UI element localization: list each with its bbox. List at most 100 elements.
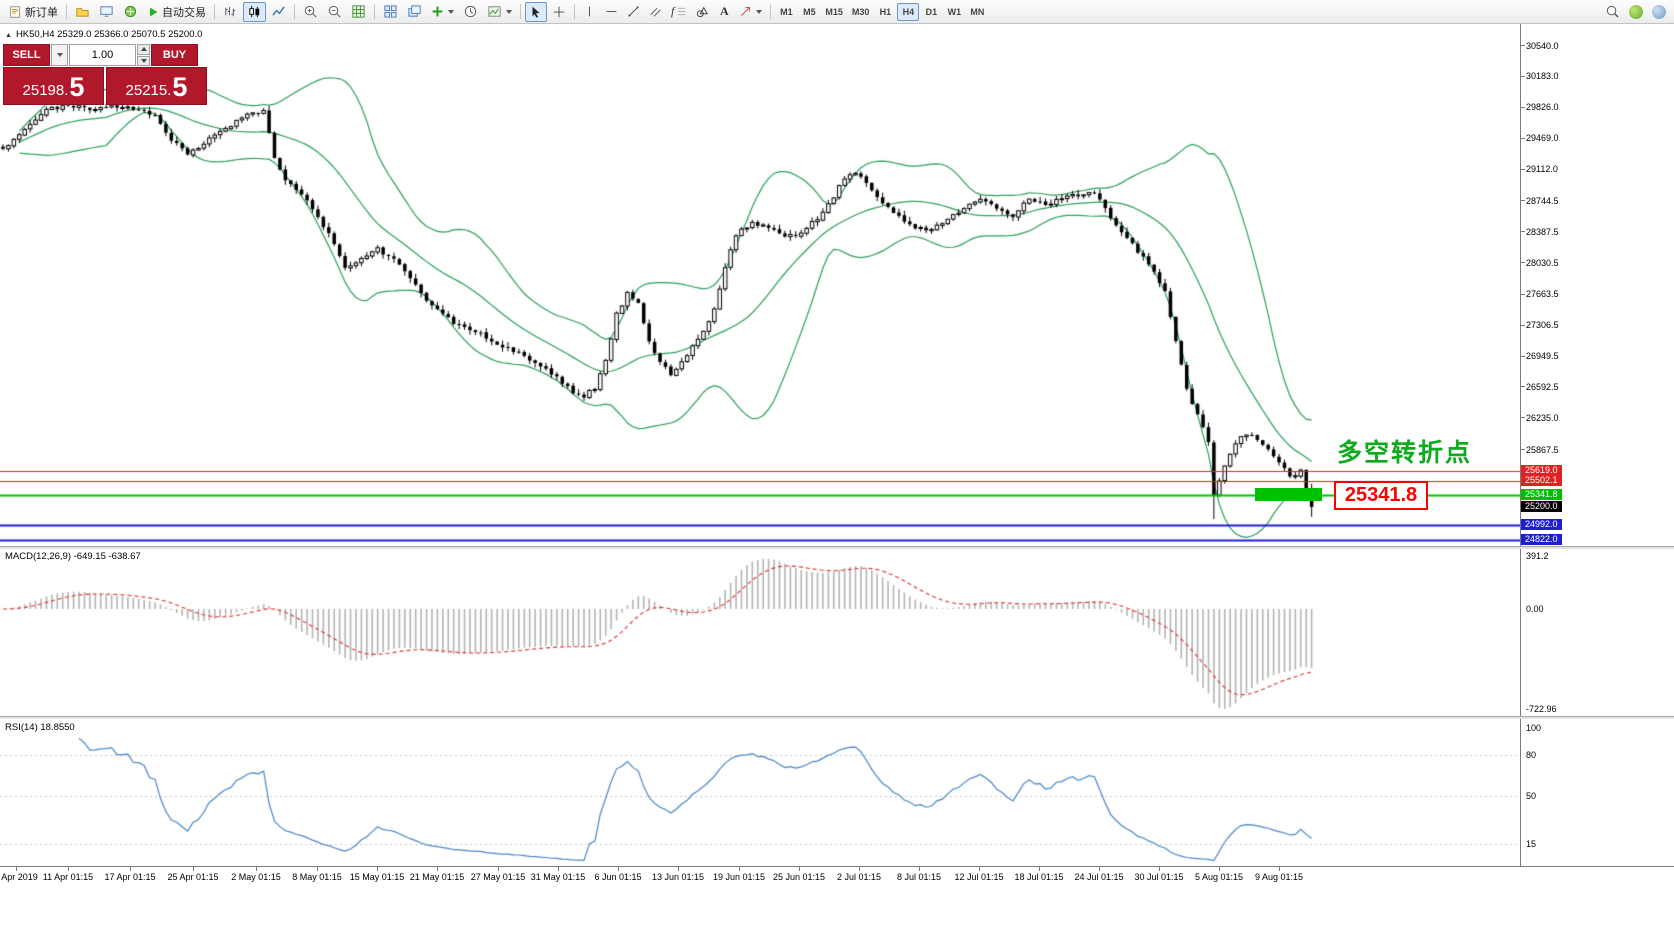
vertical-line-tool-button[interactable] [579, 2, 600, 22]
price-scale[interactable]: 30540.0 30183.0 29826.0 29469.0 29112.0 28744… [1520, 24, 1674, 866]
timeframe-h1-button[interactable]: H1 [874, 3, 896, 21]
price-level-tag: 24822.0 [1521, 534, 1562, 546]
plus-icon [432, 6, 443, 17]
sell-price-big-digit: 5 [69, 72, 85, 102]
timeframe-m15-button[interactable]: M15 [821, 3, 847, 21]
rsi-scale-label: 100 [1526, 723, 1542, 733]
volume-dropdown-button[interactable] [51, 44, 68, 66]
cascade-windows-icon [408, 5, 421, 17]
channel-tool-button[interactable] [645, 2, 666, 22]
candlestick-mode-button[interactable] [243, 1, 266, 22]
market-watch-button[interactable] [95, 2, 118, 22]
arrow-tool-button[interactable] [735, 2, 766, 22]
timeframe-w1-button[interactable]: W1 [943, 3, 965, 21]
price-scale-label: 29112.0 [1526, 164, 1558, 175]
toolbar-separator [574, 4, 575, 19]
time-axis-tick [256, 867, 257, 871]
price-scale-label: 29826.0 [1526, 102, 1559, 113]
rsi-panel-canvas[interactable] [0, 719, 1520, 866]
timeframe-mn-button[interactable]: MN [966, 3, 988, 21]
zoom-in-button[interactable] [299, 2, 322, 22]
sell-button[interactable]: SELL [3, 44, 50, 66]
chart-header: ▲ HK50,H4 25329.0 25366.0 25070.5 25200.0 [5, 29, 202, 40]
cursor-tool-button[interactable] [525, 1, 547, 22]
autotrading-button[interactable]: 自动交易 [143, 2, 210, 22]
grid-button[interactable] [347, 2, 370, 22]
time-axis-label: 11 Apr 01:15 [42, 872, 94, 882]
toolbar: 新订单 自动交易 [0, 0, 1674, 24]
buy-price-button[interactable]: 25215. 5 [106, 67, 207, 105]
fibonacci-icon: f [671, 4, 675, 18]
volume-increase-button[interactable] [137, 44, 150, 55]
timeframe-m5-button[interactable]: M5 [798, 3, 820, 21]
timeframe-h4-button[interactable]: H4 [897, 2, 920, 21]
community-button[interactable] [1625, 2, 1647, 22]
search-button[interactable] [1601, 2, 1624, 22]
navigator-button[interactable] [119, 2, 142, 22]
cursor-icon [532, 6, 540, 18]
cascade-windows-button[interactable] [403, 2, 426, 22]
period-button[interactable] [459, 2, 482, 22]
price-scale-label: 30183.0 [1526, 71, 1559, 82]
price-scale-label: 30540.0 [1526, 40, 1559, 51]
trendline-tool-button[interactable] [623, 2, 644, 22]
help-button[interactable] [1648, 2, 1670, 22]
buy-button[interactable]: BUY [151, 44, 198, 66]
text-tool-icon: A [720, 4, 729, 18]
timeframe-m1-button[interactable]: M1 [775, 3, 797, 21]
bar-chart-icon [225, 6, 236, 17]
fibonacci-tool-button[interactable]: f [667, 2, 690, 22]
price-level-tag: 25341.8 [1521, 489, 1562, 501]
bar-chart-mode-button[interactable] [219, 2, 242, 22]
price-scale-label: 25867.5 [1526, 444, 1559, 455]
panel-splitter[interactable] [0, 546, 1674, 549]
volume-input[interactable] [69, 44, 136, 66]
add-indicator-button[interactable] [427, 2, 458, 22]
time-axis-tick [193, 867, 194, 871]
panel-splitter[interactable] [0, 716, 1674, 719]
crosshair-tool-button[interactable] [548, 2, 570, 22]
time-axis-tick [919, 867, 920, 871]
compass-icon [124, 5, 137, 18]
macd-title: MACD(12,26,9) -649.15 -638.67 [5, 551, 141, 562]
symbol-ohlc-label: HK50,H4 25329.0 25366.0 25070.5 25200.0 [15, 29, 203, 40]
highlight-segment[interactable] [1255, 488, 1322, 502]
new-order-button[interactable]: 新订单 [4, 2, 62, 22]
horizontal-line-tool-button[interactable] [601, 2, 622, 22]
chevron-down-icon [57, 53, 63, 57]
time-axis-line [0, 866, 1674, 867]
time-axis-label: 30 Jul 01:15 [1134, 872, 1184, 882]
collapse-arrow-icon[interactable]: ▲ [5, 32, 12, 39]
fibonacci-lines-icon [678, 7, 686, 16]
one-click-trading-panel: SELL BUY 25198.5 25215.5 [3, 44, 207, 105]
time-axis-tick [1159, 867, 1160, 871]
line-chart-mode-button[interactable] [267, 2, 290, 22]
timeframe-d1-button[interactable]: D1 [920, 3, 942, 21]
timeframe-m30-button[interactable]: M30 [848, 3, 874, 21]
tile-windows-button[interactable] [379, 2, 402, 22]
zoom-out-button[interactable] [323, 2, 346, 22]
price-scale-tick [1521, 137, 1525, 139]
profiles-button[interactable] [71, 2, 94, 22]
macd-panel-canvas[interactable] [0, 549, 1520, 716]
time-axis-tick [799, 867, 800, 871]
time-axis-label: 5 Aug 01:15 [1194, 872, 1244, 882]
zoom-out-icon [328, 5, 341, 18]
time-axis-label: 17 Apr 01:15 [104, 872, 156, 882]
time-axis-label: 13 Jun 01:15 [651, 872, 705, 882]
volume-decrease-button[interactable] [137, 55, 150, 66]
down-arrow-icon [140, 58, 147, 63]
main-chart-canvas[interactable] [0, 24, 1520, 546]
text-tool-button[interactable]: A [714, 2, 734, 22]
time-axis-label: 8 Jul 01:15 [896, 872, 942, 882]
template-button[interactable] [483, 2, 516, 22]
price-level-tag: 25619.0 [1521, 465, 1562, 477]
rsi-scale-label: 15 [1526, 838, 1537, 849]
macd-values: -649.15 -638.67 [73, 551, 141, 562]
time-axis-tick [979, 867, 980, 871]
time-axis-label: 19 Jun 01:15 [712, 872, 766, 882]
sell-price-button[interactable]: 25198. 5 [3, 67, 104, 105]
new-order-icon [10, 5, 20, 18]
chevron-down-icon [448, 9, 454, 14]
shapes-tool-button[interactable] [691, 2, 713, 22]
